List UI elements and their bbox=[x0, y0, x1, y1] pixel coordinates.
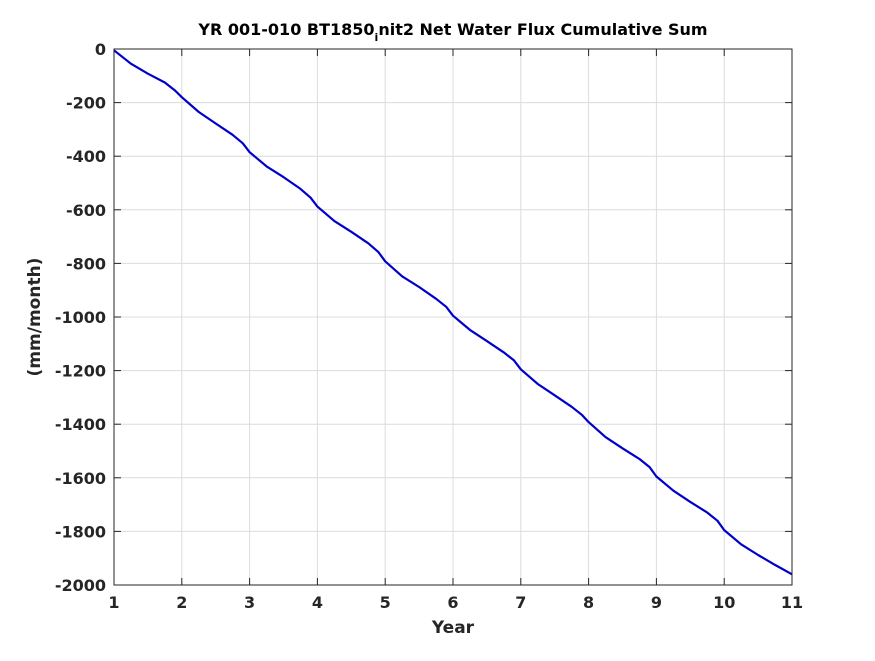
y-tick-label: -1200 bbox=[55, 362, 106, 381]
y-tick-label: -2000 bbox=[55, 576, 106, 595]
x-tick-label: 6 bbox=[447, 593, 458, 612]
chart-title-main: YR 001-010 BT1850 bbox=[197, 20, 374, 39]
y-tick-label: -800 bbox=[66, 254, 106, 273]
x-tick-label: 3 bbox=[244, 593, 255, 612]
x-tick-label: 11 bbox=[781, 593, 803, 612]
y-tick-label: -1400 bbox=[55, 415, 106, 434]
y-axis-title: (mm/month) bbox=[25, 258, 45, 377]
y-tick-labels: 0 -200 -400 -600 -800 -1000 -1200 -1400 -1600 -18… bbox=[55, 40, 106, 595]
x-axis-title: Year bbox=[431, 618, 475, 638]
y-tick-label: -200 bbox=[66, 94, 106, 113]
chart-title-suffix: nit2 Net Water Flux Cumulative Sum bbox=[378, 20, 707, 39]
y-tick-label: -1000 bbox=[55, 308, 106, 327]
x-tick-label: 1 bbox=[108, 593, 119, 612]
x-tick-label: 4 bbox=[312, 593, 323, 612]
chart-title-subscript: i bbox=[375, 31, 379, 44]
x-tick-label: 9 bbox=[651, 593, 662, 612]
x-tick-label: 2 bbox=[176, 593, 187, 612]
series-layer bbox=[113, 49, 793, 576]
x-tick-labels: 1 2 3 4 5 6 7 8 9 10 11 bbox=[108, 593, 803, 612]
y-tick-label: -400 bbox=[66, 147, 106, 166]
y-tick-label: 0 bbox=[95, 40, 106, 59]
x-tick-label: 5 bbox=[380, 593, 391, 612]
chart-title: YR 001-010 BT1850init2 Net Water Flux Cu… bbox=[197, 20, 707, 44]
x-tick-label: 10 bbox=[713, 593, 735, 612]
x-tick-label: 7 bbox=[515, 593, 526, 612]
y-tick-label: -1600 bbox=[55, 469, 106, 488]
y-tick-label: -1800 bbox=[55, 522, 106, 541]
x-tick-label: 8 bbox=[583, 593, 594, 612]
y-tick-label: -600 bbox=[66, 201, 106, 220]
series-line bbox=[113, 49, 793, 576]
tick-marks bbox=[113, 48, 793, 586]
